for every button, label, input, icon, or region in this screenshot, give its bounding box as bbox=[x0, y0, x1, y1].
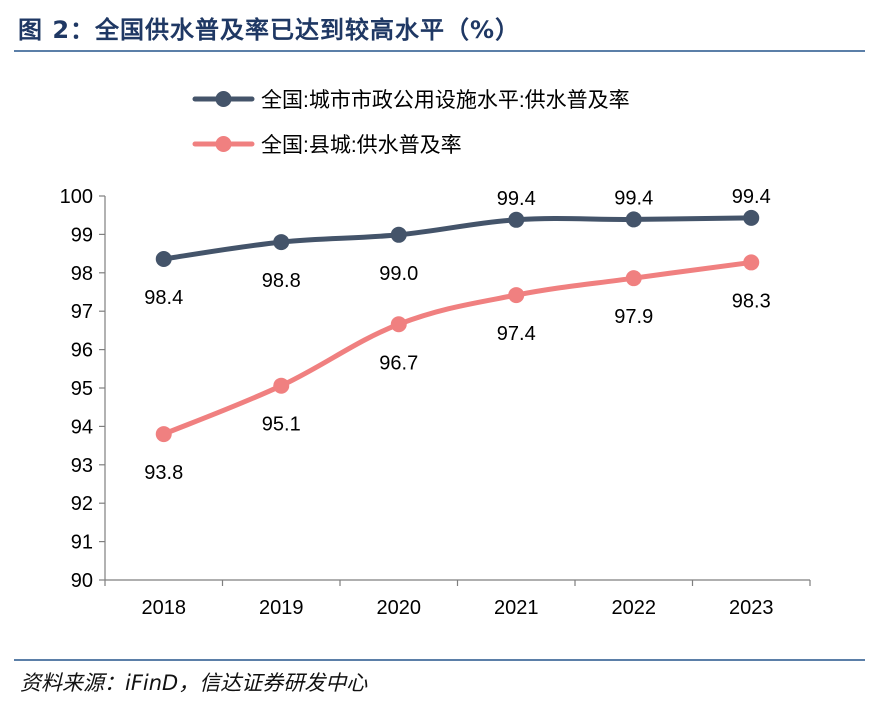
source-note: 资料来源：iFinD，信达证券研发中心 bbox=[20, 671, 368, 695]
data-point bbox=[743, 254, 760, 271]
source-divider bbox=[14, 659, 865, 661]
data-label: 99.0 bbox=[379, 263, 418, 285]
data-label: 99.4 bbox=[614, 187, 653, 209]
y-tick-label: 100 bbox=[60, 186, 93, 208]
y-tick-label: 94 bbox=[71, 416, 93, 438]
data-label: 97.9 bbox=[614, 306, 653, 328]
series-line-2 bbox=[161, 259, 754, 437]
x-tick-label: 2020 bbox=[377, 597, 422, 619]
data-point bbox=[390, 316, 407, 333]
data-point bbox=[743, 209, 760, 226]
data-label: 97.4 bbox=[497, 323, 536, 345]
y-tick-label: 95 bbox=[71, 378, 93, 400]
data-point bbox=[273, 234, 290, 251]
series-line-1 bbox=[161, 215, 754, 262]
title-divider bbox=[14, 50, 865, 52]
y-tick-label: 92 bbox=[71, 493, 93, 515]
x-tick-label: 2018 bbox=[142, 597, 187, 619]
data-point bbox=[155, 426, 172, 443]
x-tick-label: 2021 bbox=[494, 597, 539, 619]
data-point bbox=[155, 250, 172, 267]
legend-label: 全国:县城:供水普及率 bbox=[261, 134, 462, 157]
y-tick-label: 96 bbox=[71, 340, 93, 362]
data-point bbox=[390, 226, 407, 243]
data-label: 98.4 bbox=[144, 287, 183, 309]
y-tick-label: 93 bbox=[71, 455, 93, 477]
data-label: 99.4 bbox=[732, 186, 771, 208]
data-label: 96.7 bbox=[379, 352, 418, 374]
y-tick-label: 99 bbox=[71, 224, 93, 246]
legend-marker bbox=[215, 91, 232, 107]
y-tick-label: 90 bbox=[71, 570, 93, 592]
y-tick-label: 97 bbox=[71, 301, 93, 323]
data-point bbox=[625, 270, 642, 287]
legend-marker bbox=[215, 136, 232, 152]
legend-label: 全国:城市市政公用设施水平:供水普及率 bbox=[261, 89, 630, 112]
x-tick-label: 2022 bbox=[612, 597, 657, 619]
y-tick-label: 91 bbox=[71, 532, 93, 554]
data-label: 93.8 bbox=[144, 462, 183, 484]
data-point bbox=[508, 211, 525, 228]
data-point bbox=[508, 287, 525, 304]
data-point bbox=[273, 377, 290, 394]
chart-title: 图 2：全国供水普及率已达到较高水平（%） bbox=[18, 16, 521, 44]
data-point bbox=[625, 211, 642, 228]
y-tick-label: 98 bbox=[71, 263, 93, 285]
x-tick-label: 2019 bbox=[259, 597, 304, 619]
x-tick-label: 2023 bbox=[729, 597, 774, 619]
data-label: 98.3 bbox=[732, 290, 771, 312]
data-label: 95.1 bbox=[262, 414, 301, 436]
data-label: 98.8 bbox=[262, 270, 301, 292]
line-chart: 90 91 92 93 94 95 96 97 98 99 100 2018 2019 2020 2021 2… bbox=[60, 89, 811, 619]
data-label: 99.4 bbox=[497, 188, 536, 210]
